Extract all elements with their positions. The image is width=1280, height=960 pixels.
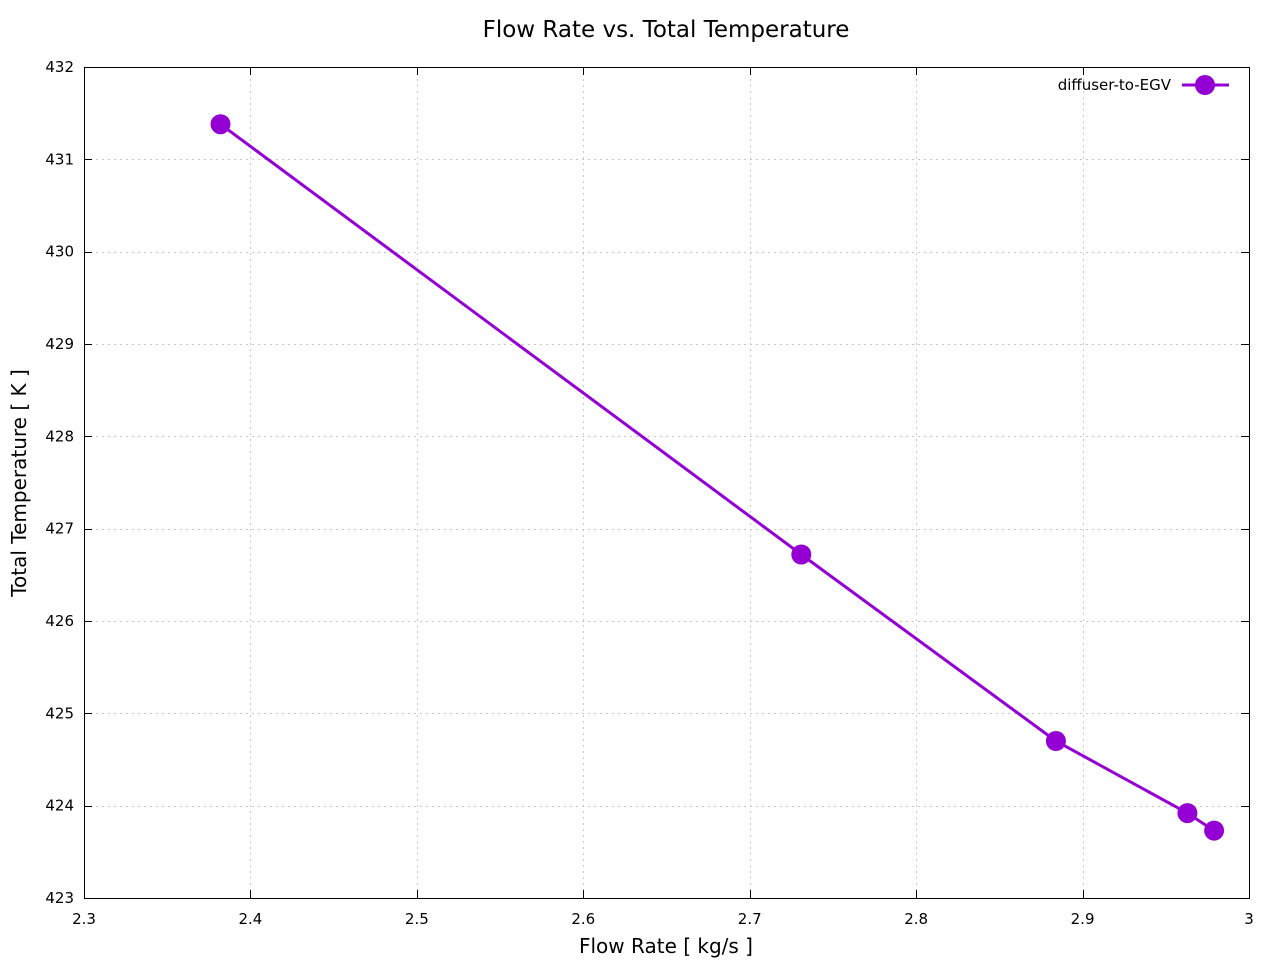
x-tick-label: 2.6 (571, 910, 595, 928)
series-line (219, 122, 1215, 832)
x-tick-label: 3 (1244, 910, 1254, 928)
y-tick-label: 425 (45, 704, 74, 722)
x-tick-label: 2.8 (904, 910, 928, 928)
data-point (1045, 731, 1066, 751)
data-point (1177, 803, 1198, 824)
legend: diffuser-to-EGV (1058, 75, 1229, 95)
plot-frame (84, 67, 1250, 899)
series-layer (210, 114, 1225, 841)
y-tick-label: 424 (45, 797, 74, 815)
y-tick-label: 432 (45, 58, 74, 76)
data-point (1204, 820, 1225, 841)
ticks: 2.3 2.4 2.5 2.6 2.7 2.8 2.9 3 423 424 425 426 427 428… (45, 58, 1253, 928)
y-tick-label: 431 (45, 150, 74, 168)
legend-marker (1195, 75, 1215, 95)
data-point (791, 544, 812, 565)
y-tick-label: 428 (45, 427, 74, 445)
y-tick-label: 426 (45, 612, 74, 630)
y-axis-label: Total Temperature [ K ] (7, 369, 31, 598)
y-tick-label: 423 (45, 889, 74, 907)
y-tick-label: 429 (45, 335, 74, 353)
data-point (210, 114, 231, 135)
x-tick-label: 2.9 (1071, 910, 1095, 928)
x-tick-label: 2.3 (72, 910, 96, 928)
legend-label: diffuser-to-EGV (1058, 76, 1172, 94)
chart-title: Flow Rate vs. Total Temperature (483, 17, 850, 43)
x-tick-label: 2.5 (405, 910, 429, 928)
x-tick-label: 2.7 (738, 910, 762, 928)
y-tick-label: 430 (45, 243, 74, 261)
grid (84, 67, 1249, 898)
x-tick-label: 2.4 (238, 910, 262, 928)
y-tick-label: 427 (45, 520, 74, 538)
x-axis-label: Flow Rate [ kg/s ] (579, 934, 753, 958)
